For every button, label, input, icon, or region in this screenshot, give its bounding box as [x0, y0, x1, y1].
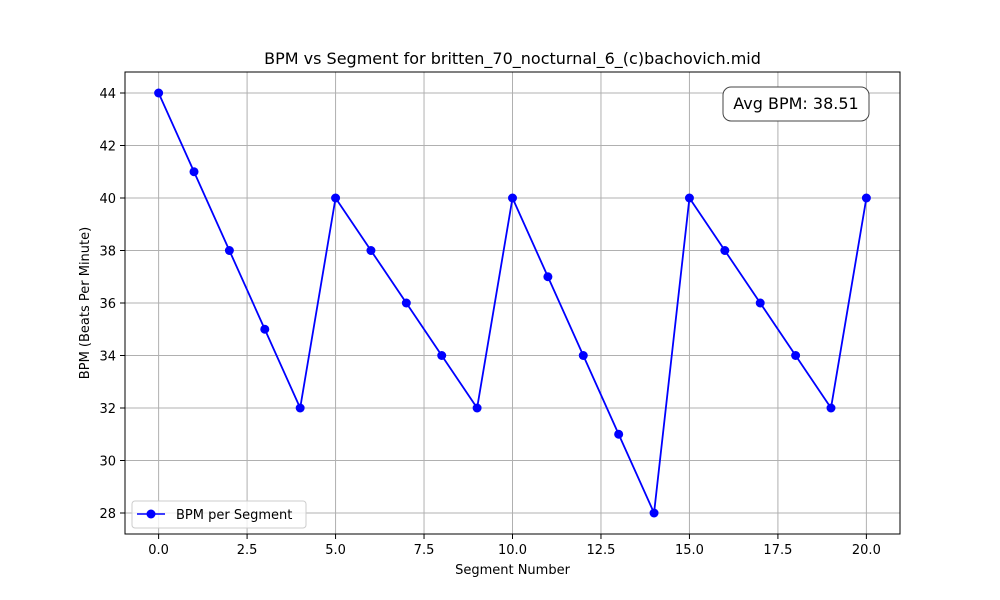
y-tick-label: 44 — [99, 87, 116, 102]
data-point — [543, 272, 553, 282]
y-tick-label: 42 — [99, 140, 116, 155]
grid-lines — [125, 72, 900, 534]
data-point — [720, 246, 730, 255]
y-tick-label: 30 — [99, 455, 116, 470]
x-tick-label: 12.5 — [586, 543, 615, 558]
x-tick-label: 5.0 — [325, 543, 346, 558]
data-point — [331, 193, 341, 203]
avg-bpm-box — [722, 86, 870, 122]
legend-marker-swatch — [146, 509, 156, 519]
legend-box — [131, 500, 307, 529]
axis-ticks: 0.0 2.5 5.0 7.5 10.0 12.5 15.0 17.5 20.0 28 30 32 34… — [99, 87, 880, 558]
data-point — [508, 193, 517, 203]
data-point — [826, 403, 836, 413]
y-tick-label: 40 — [99, 192, 116, 207]
y-tick-label: 28 — [99, 507, 116, 522]
data-point — [614, 429, 624, 439]
x-tick-label: 20.0 — [852, 543, 881, 558]
avg-bpm-annotation: Avg BPM: 38.51 — [722, 86, 870, 122]
legend: BPM per Segment — [131, 500, 307, 529]
chart-title: BPM vs Segment for britten_70_nocturnal_… — [264, 49, 761, 69]
data-point — [154, 88, 164, 98]
x-tick-label: 15.0 — [675, 543, 704, 558]
data-point — [437, 351, 447, 360]
x-axis-label: Segment Number — [455, 563, 571, 578]
avg-bpm-text: Avg BPM: 38.51 — [733, 94, 858, 113]
y-tick-label: 34 — [99, 350, 116, 365]
data-point — [755, 298, 765, 308]
x-tick-label: 10.0 — [498, 543, 527, 558]
y-axis-label: BPM (Beats Per Minute) — [78, 227, 93, 379]
data-point — [578, 351, 588, 360]
x-tick-label: 17.5 — [763, 543, 792, 558]
data-point — [472, 403, 482, 413]
data-point — [224, 246, 234, 255]
data-point — [401, 298, 411, 308]
data-point — [295, 403, 305, 413]
y-tick-label: 32 — [99, 402, 116, 417]
data-point — [861, 193, 871, 203]
data-point — [791, 351, 801, 360]
data-point — [649, 508, 659, 518]
data-point — [366, 246, 376, 255]
data-point — [684, 193, 694, 203]
x-tick-label: 2.5 — [237, 543, 258, 558]
data-point — [260, 324, 270, 334]
legend-label: BPM per Segment — [176, 508, 292, 523]
x-tick-label: 0.0 — [148, 543, 169, 558]
x-tick-label: 7.5 — [414, 543, 435, 558]
y-tick-label: 36 — [99, 297, 116, 312]
data-point — [189, 167, 199, 177]
y-tick-label: 38 — [99, 245, 116, 260]
series-layer — [154, 88, 871, 518]
